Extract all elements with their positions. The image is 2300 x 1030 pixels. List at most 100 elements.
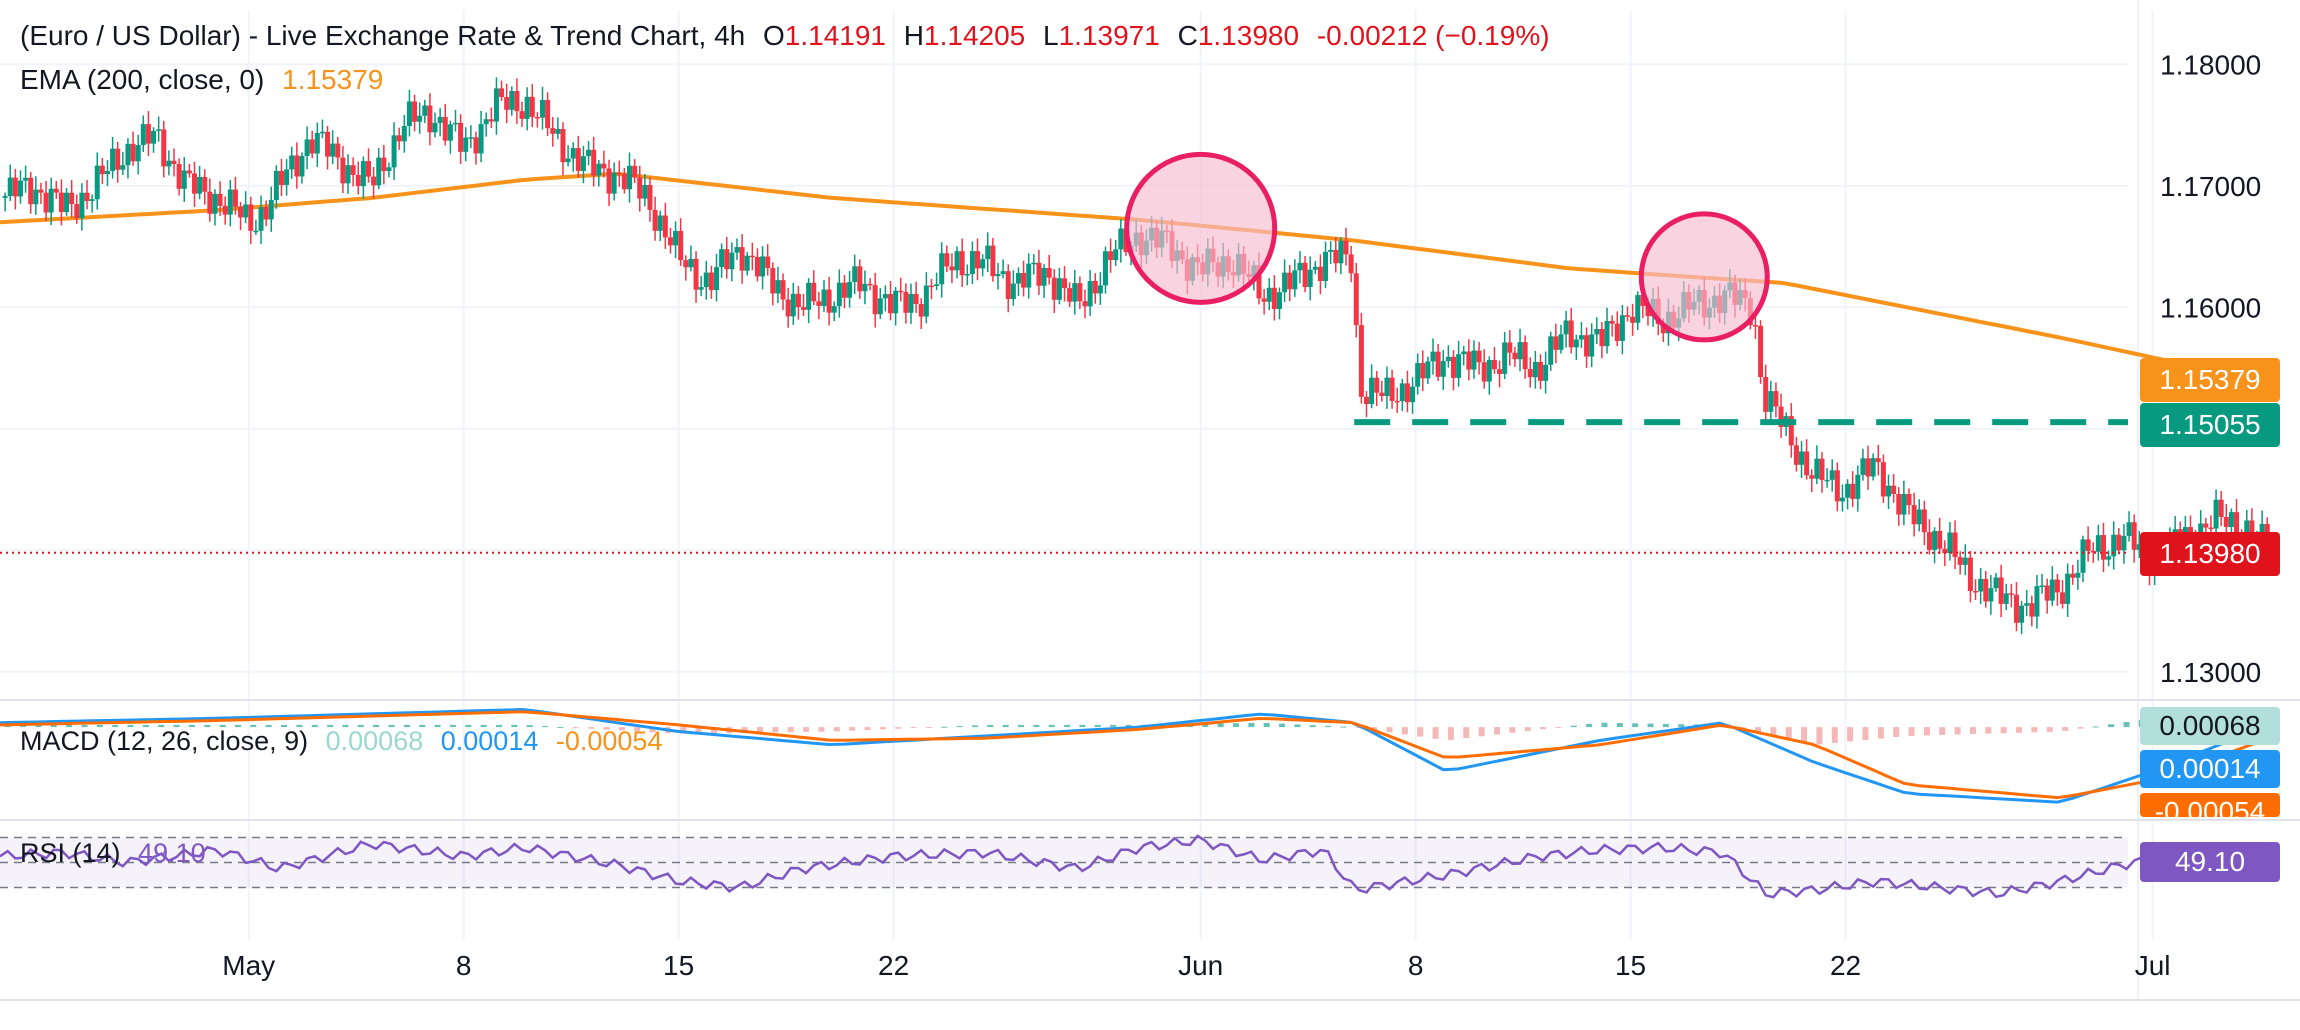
candle-body-169 bbox=[867, 283, 873, 286]
candle-body-295 bbox=[1512, 352, 1518, 360]
macd-hist-bar-8 bbox=[127, 724, 134, 728]
macd-hist-bar-72 bbox=[1110, 724, 1117, 728]
macd-hist-bar-7 bbox=[112, 724, 119, 728]
rsi-legend[interactable]: RSI (14) 49.10 bbox=[20, 838, 216, 869]
candle-body-204 bbox=[1046, 267, 1052, 278]
candle-body-212 bbox=[1087, 280, 1093, 307]
macd-hist-bar-97 bbox=[1493, 727, 1500, 735]
candle-body-265 bbox=[1358, 325, 1364, 397]
macd-hist-bar-82 bbox=[1263, 722, 1270, 728]
candle-body-57 bbox=[294, 155, 300, 177]
candle-body-215 bbox=[1102, 251, 1108, 286]
candle-body-133 bbox=[683, 260, 689, 268]
candle-body-185 bbox=[949, 266, 955, 271]
candle-body-262 bbox=[1343, 240, 1349, 255]
price-tick-1: 1.17000 bbox=[2160, 171, 2261, 202]
candle-body-359 bbox=[1839, 497, 1845, 502]
candle-body-250 bbox=[1282, 272, 1288, 293]
candle-body-98 bbox=[504, 97, 510, 110]
ema-price-tag: 1.15379 bbox=[2140, 358, 2280, 402]
candle-body-307 bbox=[1573, 339, 1579, 348]
candle-body-355 bbox=[1819, 458, 1825, 480]
candle-body-413 bbox=[2116, 534, 2122, 551]
candle-body-381 bbox=[1952, 532, 1958, 558]
candle-body-416 bbox=[2131, 522, 2137, 550]
candle-body-249 bbox=[1276, 292, 1282, 309]
macd-hist-bar-132 bbox=[2031, 727, 2038, 733]
candle-body-39 bbox=[202, 176, 208, 192]
macd-hist-bar-95 bbox=[1463, 727, 1470, 739]
candle-body-50 bbox=[258, 207, 264, 231]
macd-hist-bar-115 bbox=[1770, 727, 1777, 736]
candle-body-317 bbox=[1625, 315, 1631, 317]
candle-body-395 bbox=[2024, 603, 2030, 606]
candle-body-44 bbox=[227, 189, 233, 215]
candle-body-384 bbox=[1967, 557, 1973, 591]
candle-body-412 bbox=[2111, 534, 2117, 557]
candle-body-297 bbox=[1522, 342, 1528, 370]
candle-body-143 bbox=[734, 247, 740, 253]
macd-hist-bar-42 bbox=[649, 727, 656, 733]
candle-body-364 bbox=[1865, 458, 1871, 477]
macd-hist-bar-98 bbox=[1509, 727, 1516, 733]
candle-body-55 bbox=[284, 169, 290, 185]
candle-body-21 bbox=[110, 148, 116, 171]
macd-hist-bar-4 bbox=[66, 724, 73, 728]
macd-hist-bar-6 bbox=[96, 724, 103, 728]
candle-body-94 bbox=[483, 119, 489, 125]
candle-body-245 bbox=[1256, 265, 1262, 299]
candle-body-287 bbox=[1471, 350, 1477, 370]
candle-body-120 bbox=[616, 172, 622, 175]
macd-hist-bar-136 bbox=[2092, 726, 2099, 728]
candle-body-214 bbox=[1097, 285, 1103, 294]
candle-body-38 bbox=[197, 176, 203, 194]
candle-body-432 bbox=[2213, 499, 2219, 529]
time-axis[interactable]: May 8 15 22 Jun 8 15 22 Jul bbox=[222, 950, 2170, 981]
candle-body-88 bbox=[452, 122, 458, 125]
candle-body-407 bbox=[2085, 539, 2091, 551]
candle-body-400 bbox=[2049, 579, 2055, 601]
candle-body-316 bbox=[1619, 315, 1625, 341]
macd-hist-bar-13 bbox=[204, 724, 211, 728]
candle-body-102 bbox=[524, 96, 530, 119]
macd-hist-bar-46 bbox=[710, 727, 717, 734]
candle-body-200 bbox=[1026, 263, 1032, 288]
macd-hist-bar-63 bbox=[971, 725, 978, 728]
macd-hist-bar-81 bbox=[1248, 722, 1255, 728]
candle-body-141 bbox=[724, 249, 730, 270]
candle-body-0 bbox=[2, 196, 8, 198]
candle-body-207 bbox=[1062, 278, 1068, 289]
macd-hist-bar-25 bbox=[388, 724, 395, 728]
candle-body-166 bbox=[852, 266, 858, 283]
candle-body-10 bbox=[53, 188, 59, 193]
candle-body-258 bbox=[1323, 251, 1329, 282]
candle-body-318 bbox=[1630, 316, 1636, 323]
candle-body-376 bbox=[1926, 532, 1932, 550]
macd-hist-bar-84 bbox=[1294, 724, 1301, 728]
candle-body-290 bbox=[1486, 360, 1492, 382]
candle-body-135 bbox=[693, 258, 699, 290]
candle-body-46 bbox=[238, 206, 244, 218]
candle-body-187 bbox=[959, 251, 965, 276]
symbol-title[interactable]: (Euro / US Dollar) - Live Exchange Rate … bbox=[20, 20, 746, 51]
candle-body-415 bbox=[2126, 522, 2132, 536]
candle-body-434 bbox=[2223, 516, 2229, 527]
candle-body-26 bbox=[135, 145, 141, 162]
macd-hist-bar-33 bbox=[511, 724, 518, 728]
ema-legend[interactable]: EMA (200, close, 0) 1.15379 bbox=[20, 64, 393, 96]
candle-body-105 bbox=[540, 100, 546, 118]
candle-body-197 bbox=[1010, 283, 1016, 300]
macd-hist-bar-55 bbox=[849, 727, 856, 731]
macd-hist-bar-78 bbox=[1202, 723, 1209, 728]
candle-body-210 bbox=[1077, 283, 1083, 302]
candle-body-178 bbox=[913, 294, 919, 305]
macd-hist-bar-101 bbox=[1555, 727, 1562, 729]
macd-legend[interactable]: MACD (12, 26, close, 9) 0.00068 0.00014 … bbox=[20, 726, 672, 757]
candle-body-67 bbox=[345, 165, 351, 184]
candle-body-299 bbox=[1532, 361, 1538, 378]
candle-body-149 bbox=[765, 256, 771, 269]
candle-body-2 bbox=[12, 177, 18, 197]
macd-hist-bar-66 bbox=[1018, 724, 1025, 728]
macd-hist-bar-17 bbox=[265, 724, 272, 728]
